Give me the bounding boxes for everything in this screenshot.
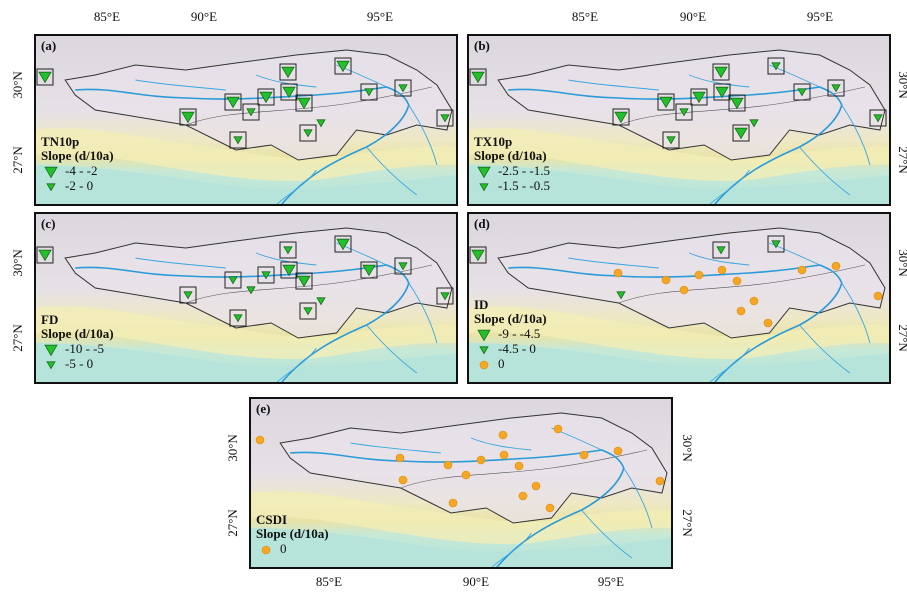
latitude-label: 27°N	[10, 324, 25, 352]
map-panel: (b) TX10pSlope (d/10a)-2.5 - -1.5-1.5 - -…	[468, 9, 907, 205]
legend-label: -1.5 - -0.5	[498, 178, 550, 193]
station-marker	[733, 277, 741, 285]
station-marker	[764, 319, 772, 327]
latitude-label: 30°N	[10, 249, 25, 277]
legend-title: Slope (d/10a)	[474, 148, 547, 163]
station-marker	[580, 451, 588, 459]
station-marker	[737, 307, 745, 315]
basemap	[468, 213, 890, 383]
latitude-label: 27°N	[896, 146, 907, 174]
station-marker	[718, 266, 726, 274]
station-marker	[798, 266, 806, 274]
longitude-label: 95°E	[367, 9, 393, 24]
station-marker	[515, 462, 523, 470]
station-marker	[462, 471, 470, 479]
station-marker	[750, 297, 758, 305]
station-marker	[256, 436, 264, 444]
legend-label: 0	[498, 356, 505, 371]
station-marker	[477, 456, 485, 464]
station-marker	[480, 361, 488, 369]
longitude-label: 85°E	[572, 9, 598, 24]
index-name: TN10p	[41, 134, 79, 149]
panel-label: (c)	[41, 216, 55, 231]
panel-label: (e)	[256, 401, 270, 416]
station-marker	[532, 482, 540, 490]
legend-label: -9 - -4.5	[498, 326, 540, 341]
latitude-label: 27°N	[680, 509, 695, 537]
longitude-label: 95°E	[598, 574, 624, 589]
station-marker	[499, 431, 507, 439]
figure: (a)TN10pSlope (d/10a)-4 - -2-2 - 085°E90…	[0, 0, 907, 596]
legend-label: -4 - -2	[65, 163, 98, 178]
station-marker	[519, 492, 527, 500]
longitude-label: 90°E	[463, 574, 489, 589]
station-marker	[399, 476, 407, 484]
station-marker	[695, 271, 703, 279]
station-marker	[874, 292, 882, 300]
legend-label: -2 - 0	[65, 178, 93, 193]
index-name: CSDI	[256, 512, 287, 527]
basemap	[250, 398, 672, 568]
index-name: ID	[474, 297, 488, 312]
station-marker	[656, 477, 664, 485]
longitude-label: 85°E	[94, 9, 120, 24]
station-marker	[262, 546, 270, 554]
latitude-label: 27°N	[10, 146, 25, 174]
station-marker	[832, 262, 840, 270]
station-marker	[614, 269, 622, 277]
station-marker	[500, 451, 508, 459]
latitude-label: 27°N	[225, 509, 240, 537]
legend-title: Slope (d/10a)	[474, 311, 547, 326]
panel-label: (d)	[474, 216, 490, 231]
index-name: FD	[41, 312, 58, 327]
latitude-label: 27°N	[896, 324, 907, 352]
station-marker	[554, 425, 562, 433]
longitude-label: 90°E	[680, 9, 706, 24]
station-marker	[546, 504, 554, 512]
latitude-label: 30°N	[680, 434, 695, 462]
station-marker	[662, 276, 670, 284]
longitude-label: 90°E	[191, 9, 217, 24]
legend-label: -10 - -5	[65, 341, 104, 356]
station-marker	[680, 286, 688, 294]
latitude-label: 30°N	[10, 71, 25, 99]
legend-title: Slope (d/10a)	[41, 148, 114, 163]
basemap	[35, 213, 457, 383]
station-marker	[444, 461, 452, 469]
station-marker	[396, 454, 404, 462]
legend-label: -5 - 0	[65, 356, 93, 371]
longitude-label: 85°E	[316, 574, 342, 589]
latitude-label: 30°N	[225, 434, 240, 462]
legend-title: Slope (d/10a)	[41, 326, 114, 341]
legend-label: 0	[280, 541, 287, 556]
latitude-label: 30°N	[896, 249, 907, 277]
panel-label: (a)	[41, 38, 56, 53]
index-name: TX10p	[474, 134, 512, 149]
legend-title: Slope (d/10a)	[256, 526, 329, 541]
legend-label: -4.5 - 0	[498, 341, 536, 356]
panel-label: (b)	[474, 38, 490, 53]
map-panel: (a) TN10pSlope (d/10a)-4 - -2-2 - 0 85°E 90…	[10, 9, 457, 205]
legend-label: -2.5 - -1.5	[498, 163, 550, 178]
latitude-label: 30°N	[896, 71, 907, 99]
station-marker	[614, 447, 622, 455]
longitude-label: 95°E	[807, 9, 833, 24]
station-marker	[449, 499, 457, 507]
